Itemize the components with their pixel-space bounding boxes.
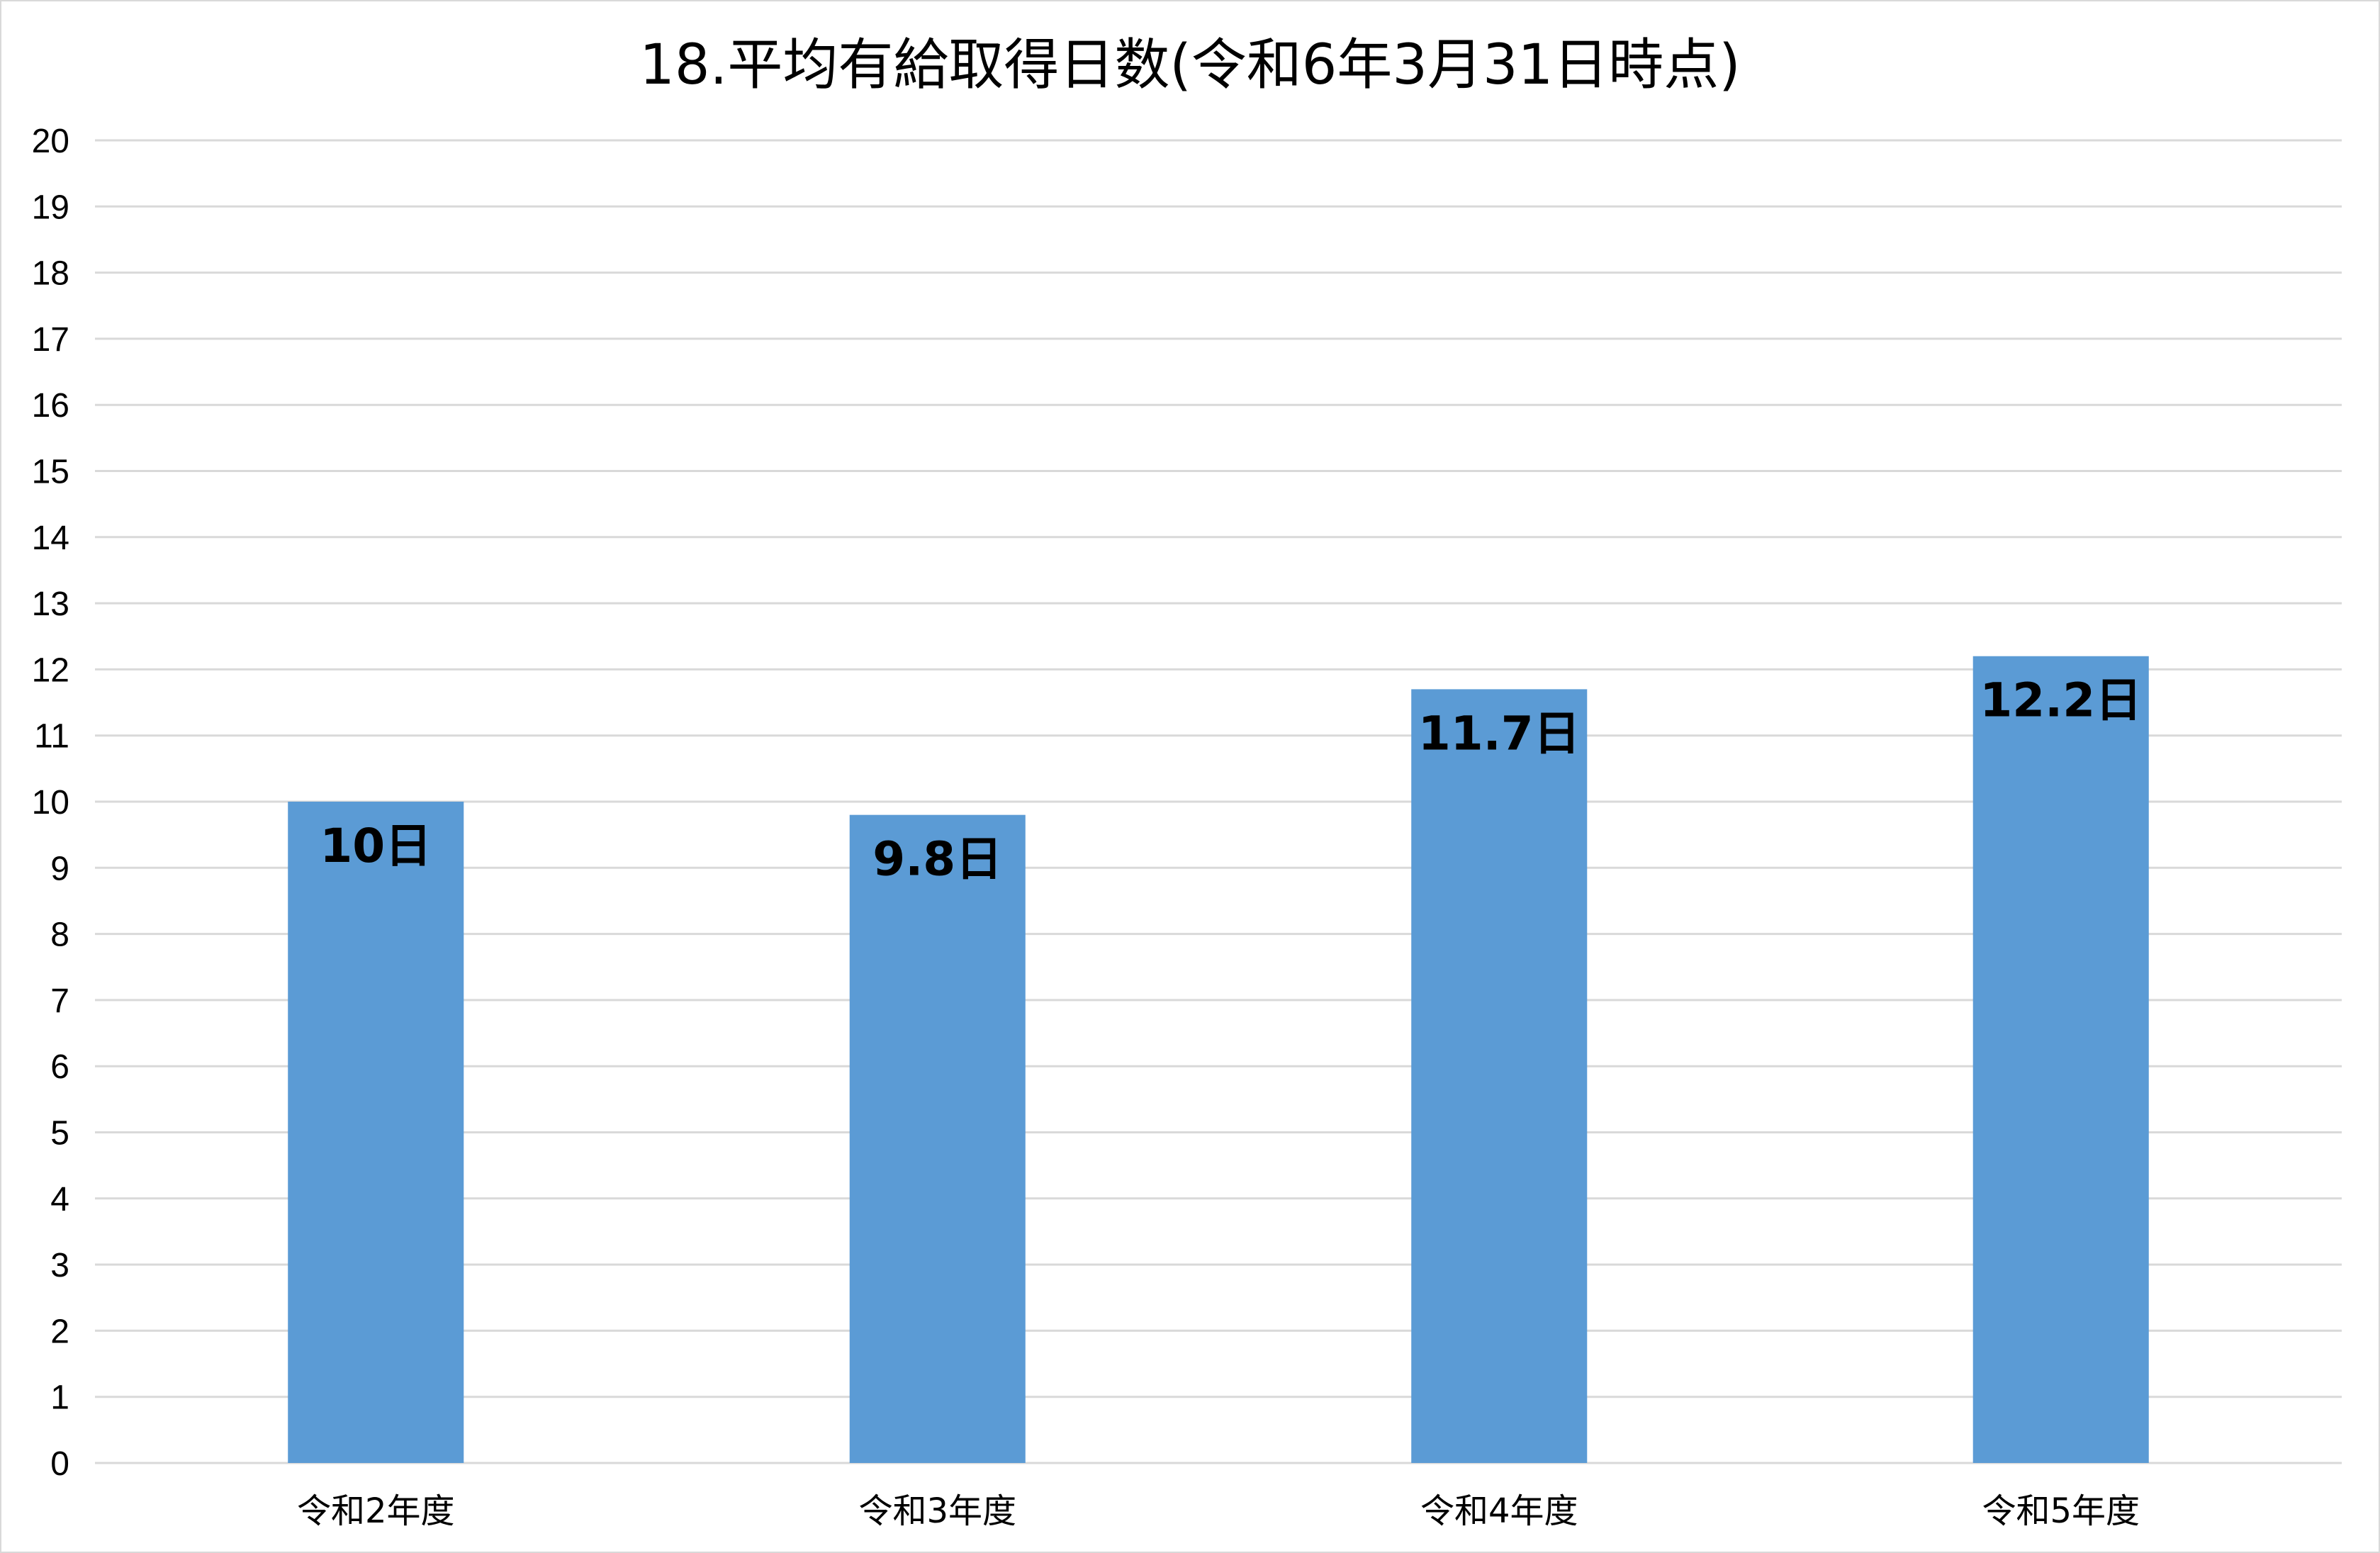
y-tick-label: 16 [32,387,69,425]
x-tick-label: 令和4年度 [1420,1491,1578,1531]
bars [288,656,2149,1463]
y-tick-label: 3 [50,1247,69,1284]
gridlines [95,139,2342,1464]
x-tick-label: 令和2年度 [297,1491,455,1531]
bar [1411,689,1588,1463]
y-tick-label: 0 [50,1445,69,1483]
y-tick-label: 5 [50,1115,69,1153]
data-label: 11.7日 [1418,706,1581,761]
y-tick-label: 19 [32,189,69,226]
y-tick-label: 6 [50,1048,69,1086]
data-label: 12.2日 [1980,673,2142,728]
y-tick-label: 12 [32,651,69,689]
y-tick-label: 10 [32,784,69,822]
y-tick-label: 15 [32,454,69,491]
y-tick-label: 1 [50,1379,69,1417]
y-tick-label: 8 [50,916,69,954]
y-tick-label: 17 [32,321,69,359]
x-tick-label: 令和5年度 [1982,1491,2140,1531]
data-label: 9.8日 [872,832,1002,887]
x-tick-label: 令和3年度 [858,1491,1016,1531]
y-tick-label: 2 [50,1313,69,1350]
bar [849,814,1026,1463]
y-tick-label: 7 [50,982,69,1020]
y-tick-label: 4 [50,1181,69,1218]
y-tick-label: 13 [32,585,69,623]
data-label: 10日 [320,819,432,873]
y-tick-label: 9 [50,850,69,887]
y-tick-label: 14 [32,520,69,557]
y-tick-label: 11 [34,718,69,756]
y-tick-label: 20 [32,123,69,160]
y-tick-label: 18 [32,255,69,293]
chart-title: 18.平均有給取得日数(令和6年3月31日時点) [639,33,1740,97]
x-axis-ticks: 令和2年度 令和3年度 令和4年度 令和5年度 [297,1491,2140,1531]
data-labels: 10日 9.8日 11.7日 12.2日 [320,673,2142,887]
bar [288,802,464,1463]
bar [1972,656,2149,1463]
